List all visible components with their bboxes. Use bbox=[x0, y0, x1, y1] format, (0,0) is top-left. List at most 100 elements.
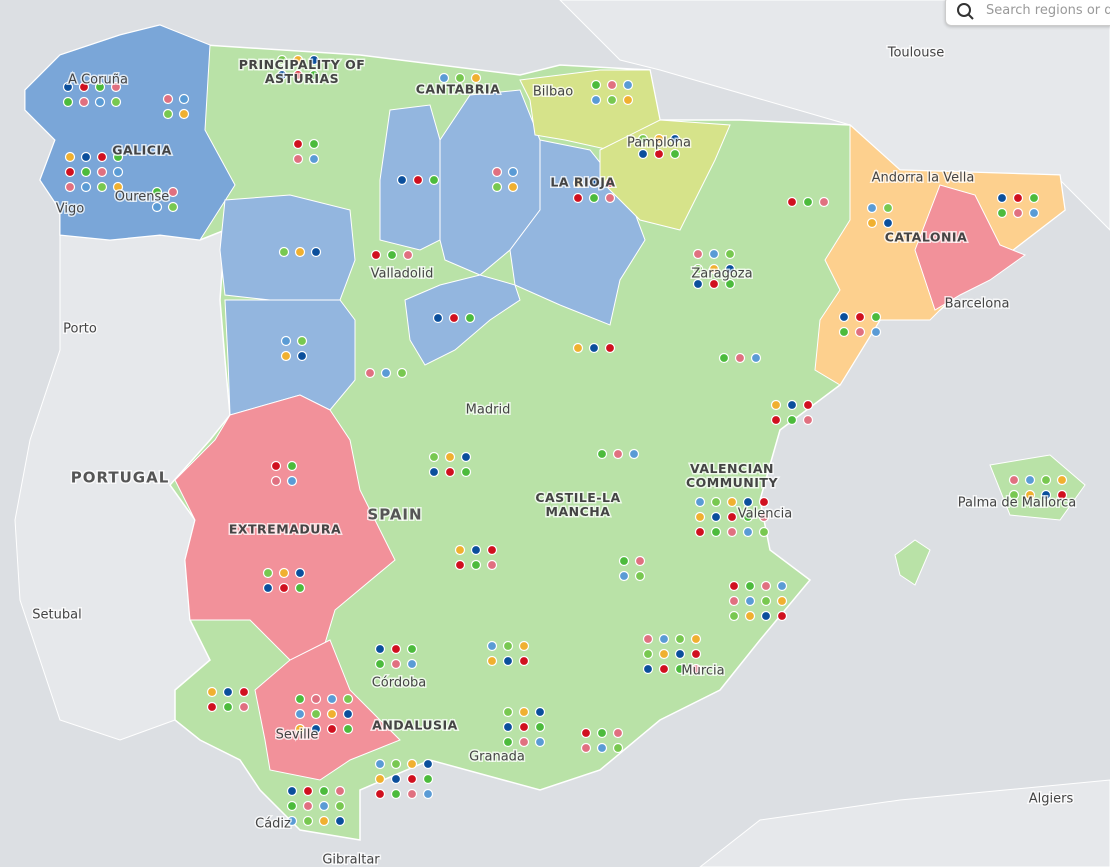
seat-dot bbox=[866, 217, 878, 229]
seat-dot bbox=[710, 526, 722, 538]
seat-dot bbox=[882, 202, 894, 214]
city-label: Valladolid bbox=[371, 267, 434, 282]
seat-dot bbox=[110, 81, 122, 93]
seat-dot bbox=[1012, 207, 1024, 219]
seat-dot bbox=[758, 511, 770, 523]
seat-dots bbox=[62, 54, 1068, 827]
zamora bbox=[219, 194, 356, 301]
seat-dot bbox=[637, 133, 649, 145]
seat-dot bbox=[62, 96, 74, 108]
city-label: Porto bbox=[63, 322, 97, 337]
seat-dot bbox=[238, 686, 250, 698]
seat-dot bbox=[470, 72, 482, 84]
seat-dot bbox=[428, 466, 440, 478]
seat-dot bbox=[1056, 489, 1068, 501]
seat-dot bbox=[770, 414, 782, 426]
seat-dot bbox=[318, 815, 330, 827]
seat-dot bbox=[724, 278, 736, 290]
seat-dot bbox=[718, 352, 730, 364]
seat-dot bbox=[518, 721, 530, 733]
region-label: CASTILE-LA MANCHA bbox=[535, 490, 620, 519]
city-label: Palma de Mallorca bbox=[958, 496, 1077, 511]
city-label: Bilbao bbox=[533, 85, 573, 100]
seat-dot bbox=[818, 196, 830, 208]
seat-dot bbox=[428, 174, 440, 186]
seat-dot bbox=[262, 567, 274, 579]
seat-dot bbox=[802, 196, 814, 208]
seat-dot bbox=[518, 736, 530, 748]
seat-dot bbox=[622, 94, 634, 106]
seat-dot bbox=[669, 148, 681, 160]
barcelona bbox=[914, 184, 1027, 311]
seat-dot bbox=[444, 451, 456, 463]
seat-dot bbox=[178, 93, 190, 105]
seat-dot bbox=[996, 207, 1008, 219]
search-placeholder: Search regions or di bbox=[986, 3, 1110, 18]
seat-dot bbox=[296, 350, 308, 362]
seat-dot bbox=[310, 723, 322, 735]
region-label: VALENCIAN COMMUNITY bbox=[686, 461, 778, 490]
seat-dot bbox=[151, 201, 163, 213]
city-label: Toulouse bbox=[887, 46, 945, 61]
seat-dot bbox=[776, 610, 788, 622]
seat-dot bbox=[606, 79, 618, 91]
city-label: Algiers bbox=[1029, 792, 1074, 807]
seat-dot bbox=[590, 79, 602, 91]
seat-dot bbox=[491, 181, 503, 193]
seat-dot bbox=[634, 555, 646, 567]
seat-dot bbox=[167, 186, 179, 198]
seat-dot bbox=[112, 181, 124, 193]
seat-dot bbox=[370, 249, 382, 261]
seat-dot bbox=[694, 496, 706, 508]
seat-dot bbox=[486, 559, 498, 571]
seat-dot bbox=[374, 788, 386, 800]
seat-dot bbox=[692, 278, 704, 290]
region-label: EXTREMADURA bbox=[229, 522, 341, 537]
seat-dot bbox=[486, 655, 498, 667]
city-label: Seville bbox=[276, 728, 319, 743]
seat-dot bbox=[491, 166, 503, 178]
seat-dot bbox=[162, 108, 174, 120]
region-label: ANDALUSIA bbox=[372, 718, 458, 733]
country-label: PORTUGAL bbox=[71, 469, 170, 487]
seat-dot bbox=[286, 800, 298, 812]
seat-dot bbox=[276, 69, 288, 81]
seat-dot bbox=[151, 186, 163, 198]
seat-dot bbox=[728, 595, 740, 607]
region-label: CATALONIA bbox=[885, 230, 968, 245]
seat-dot bbox=[270, 475, 282, 487]
city-label: Vigo bbox=[56, 202, 84, 217]
seat-dot bbox=[653, 148, 665, 160]
seat-dot bbox=[294, 708, 306, 720]
seat-dot bbox=[690, 633, 702, 645]
seat-dot bbox=[534, 736, 546, 748]
seat-dot bbox=[276, 54, 288, 66]
seat-dot bbox=[742, 526, 754, 538]
seat-dot bbox=[294, 582, 306, 594]
seat-dot bbox=[206, 686, 218, 698]
seat-dot bbox=[786, 414, 798, 426]
seat-dot bbox=[1056, 474, 1068, 486]
search-icon bbox=[957, 3, 974, 20]
seat-dot bbox=[854, 311, 866, 323]
seat-dot bbox=[588, 192, 600, 204]
seat-dot bbox=[62, 81, 74, 93]
seat-dot bbox=[518, 706, 530, 718]
extremadura bbox=[174, 394, 396, 661]
seat-dot bbox=[758, 496, 770, 508]
seat-dot bbox=[402, 249, 414, 261]
seat-dot bbox=[374, 643, 386, 655]
labels: PORTUGAL SPAIN GALICIA PRINCIPALITY OF ASTUR… bbox=[31, 44, 1078, 867]
seat-dot bbox=[606, 94, 618, 106]
city-label: Setubal bbox=[32, 608, 81, 623]
seat-dot bbox=[396, 174, 408, 186]
search-box[interactable]: Search regions or di bbox=[945, 0, 1110, 26]
seat-dot bbox=[94, 96, 106, 108]
seat-dot bbox=[724, 263, 736, 275]
leon bbox=[379, 104, 441, 251]
seat-dot bbox=[96, 166, 108, 178]
seat-dot bbox=[694, 526, 706, 538]
seat-dot bbox=[708, 248, 720, 260]
seat-dot bbox=[406, 643, 418, 655]
